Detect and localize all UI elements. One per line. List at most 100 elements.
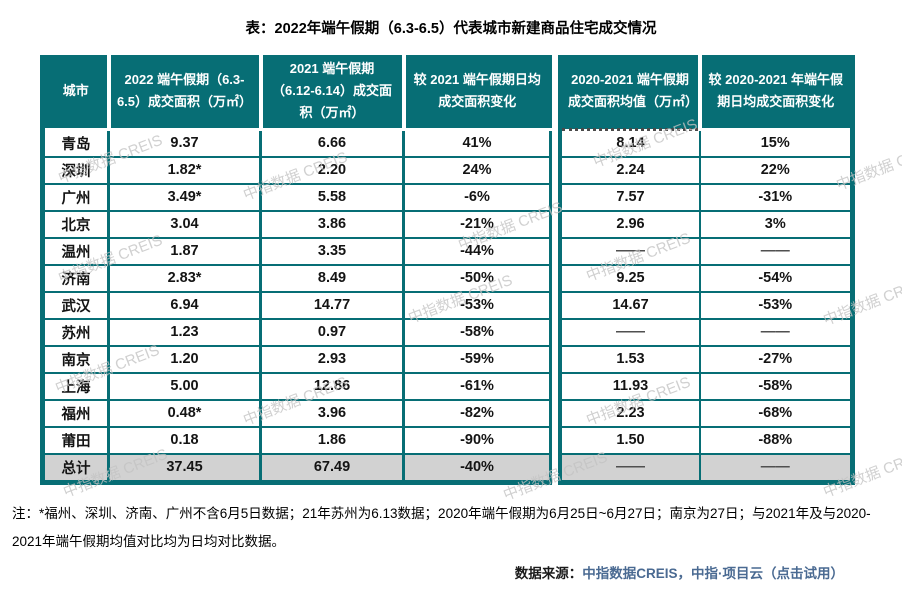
value-cell: 3.86 [259, 209, 405, 239]
value-cell: 5.58 [259, 182, 405, 212]
table-row: 8.14 15% [559, 128, 853, 158]
value-cell: 2.83* [107, 263, 262, 293]
value-cell: -40% [402, 452, 552, 483]
value-cell: 24% [402, 155, 552, 185]
value-cell: 1.86 [259, 425, 405, 455]
table-row: 福州 0.48* 3.96 -82% [41, 398, 552, 428]
table-row: —— —— [559, 317, 853, 347]
source-link[interactable]: 中指数据CREIS，中指·项目云 [582, 566, 763, 581]
table-row: 2.24 22% [559, 155, 853, 185]
col-header-2021-area: 2021 端午假期（6.12-6.14）成交面积（万㎡） [258, 55, 404, 131]
value-cell: 3.04 [107, 209, 262, 239]
value-cell: -90% [402, 425, 552, 455]
summary-row: 总计 37.45 67.49 -40% [41, 452, 552, 483]
value-cell: 2.96 [559, 209, 701, 239]
value-cell: -21% [402, 209, 552, 239]
value-cell: —— [559, 236, 701, 266]
source-label: 数据来源： [514, 566, 583, 581]
value-cell: 5.00 [107, 371, 262, 401]
table-row: 上海 5.00 12.86 -61% [41, 371, 552, 401]
value-cell: 0.97 [259, 317, 405, 347]
table-row: —— —— [559, 236, 853, 266]
value-cell: -50% [402, 263, 552, 293]
value-cell: 1.23 [107, 317, 262, 347]
city-cell: 北京 [41, 209, 110, 239]
value-cell: 1.87 [107, 236, 262, 266]
table-row: 2.96 3% [559, 209, 853, 239]
city-cell: 福州 [41, 398, 110, 428]
table-right-section: 2020-2021 端午假期成交面积均值（万㎡） 较 2020-2021 年端午… [558, 55, 855, 485]
value-cell: 9.37 [107, 128, 262, 158]
table-title: 表：2022年端午假期（6.3-6.5）代表城市新建商品住宅成交情况 [245, 21, 657, 37]
table-row: 9.25 -54% [559, 263, 853, 293]
city-cell: 莆田 [41, 425, 110, 455]
table-row: 莆田 0.18 1.86 -90% [41, 425, 552, 455]
table-row: 2.23 -68% [559, 398, 853, 428]
table-row: 深圳 1.82* 2.20 24% [41, 155, 552, 185]
trial-link[interactable]: （点击试用） [763, 566, 844, 581]
value-cell: 0.18 [107, 425, 262, 455]
city-cell: 武汉 [41, 290, 110, 320]
value-cell: 3% [699, 209, 853, 239]
col-header-change-vs-2020-2021: 较 2020-2021 年端午假期日均成交面积变化 [698, 55, 852, 131]
table-row: 南京 1.20 2.93 -59% [41, 344, 552, 374]
value-cell: 6.66 [259, 128, 405, 158]
value-cell: —— [559, 317, 701, 347]
city-cell: 济南 [41, 263, 110, 293]
value-cell: 2.24 [559, 155, 701, 185]
header-row: 2020-2021 端午假期成交面积均值（万㎡） 较 2020-2021 年端午… [560, 55, 852, 131]
value-cell: -68% [699, 398, 853, 428]
city-cell: 总计 [41, 452, 110, 483]
table-row: 北京 3.04 3.86 -21% [41, 209, 552, 239]
value-cell: -31% [699, 182, 853, 212]
col-header-2020-2021-avg: 2020-2021 端午假期成交面积均值（万㎡） [560, 55, 700, 131]
transaction-table: 城市 2022 端午假期（6.3-6.5）成交面积（万㎡） 2021 端午假期（… [40, 55, 855, 485]
table-row: 苏州 1.23 0.97 -58% [41, 317, 552, 347]
header-row: 城市 2022 端午假期（6.3-6.5）成交面积（万㎡） 2021 端午假期（… [42, 55, 551, 131]
table-row: 济南 2.83* 8.49 -50% [41, 263, 552, 293]
data-source-line: 数据来源：中指数据CREIS，中指·项目云（点击试用） [515, 562, 844, 582]
table-row: 14.67 -53% [559, 290, 853, 320]
value-cell: 0.48* [107, 398, 262, 428]
city-cell: 南京 [41, 344, 110, 374]
value-cell: -88% [699, 425, 853, 455]
value-cell: 37.45 [107, 452, 262, 483]
value-cell: -53% [402, 290, 552, 320]
value-cell: -59% [402, 344, 552, 374]
value-cell: 1.82* [107, 155, 262, 185]
value-cell: —— [699, 452, 853, 483]
value-cell: -6% [402, 182, 552, 212]
value-cell: 14.67 [559, 290, 701, 320]
table-row: 武汉 6.94 14.77 -53% [41, 290, 552, 320]
summary-row: —— —— [559, 452, 853, 483]
city-cell: 温州 [41, 236, 110, 266]
table-row: 1.53 -27% [559, 344, 853, 374]
value-cell: 9.25 [559, 263, 701, 293]
value-cell: -82% [402, 398, 552, 428]
city-cell: 上海 [41, 371, 110, 401]
value-cell: -58% [699, 371, 853, 401]
value-cell: —— [699, 236, 853, 266]
value-cell: —— [559, 452, 701, 483]
table-row: 1.50 -88% [559, 425, 853, 455]
value-cell: 6.94 [107, 290, 262, 320]
city-cell: 苏州 [41, 317, 110, 347]
value-cell: 1.53 [559, 344, 701, 374]
city-cell: 青岛 [41, 128, 110, 158]
value-cell: 1.50 [559, 425, 701, 455]
value-cell: 2.20 [259, 155, 405, 185]
col-header-city: 城市 [42, 55, 109, 131]
value-cell: 15% [699, 128, 853, 158]
table-left-section: 城市 2022 端午假期（6.3-6.5）成交面积（万㎡） 2021 端午假期（… [40, 55, 552, 485]
value-cell: -58% [402, 317, 552, 347]
value-cell: -44% [402, 236, 552, 266]
value-cell: 12.86 [259, 371, 405, 401]
value-cell: 8.14 [559, 128, 701, 158]
value-cell: 67.49 [259, 452, 405, 483]
value-cell: 7.57 [559, 182, 701, 212]
value-cell: —— [699, 317, 853, 347]
value-cell: -61% [402, 371, 552, 401]
value-cell: 3.35 [259, 236, 405, 266]
value-cell: -27% [699, 344, 853, 374]
